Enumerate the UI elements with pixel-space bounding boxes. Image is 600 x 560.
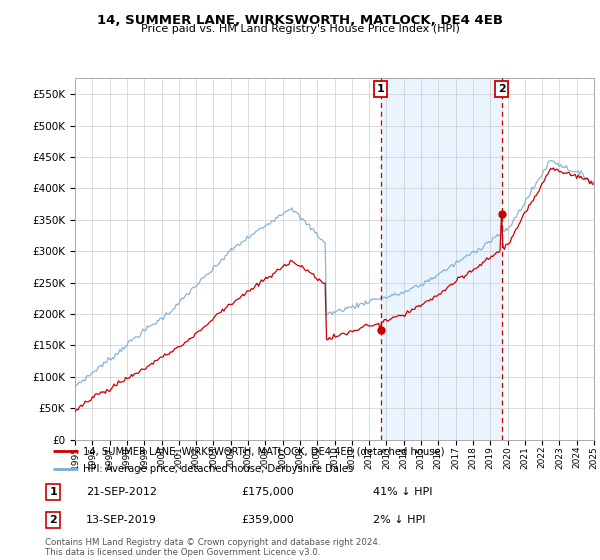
Text: Contains HM Land Registry data © Crown copyright and database right 2024.
This d: Contains HM Land Registry data © Crown c… — [45, 538, 380, 557]
Text: 1: 1 — [377, 84, 385, 94]
Text: 2: 2 — [498, 84, 506, 94]
Text: 14, SUMMER LANE, WIRKSWORTH, MATLOCK, DE4 4EB (detached house): 14, SUMMER LANE, WIRKSWORTH, MATLOCK, DE… — [83, 446, 445, 456]
Text: £175,000: £175,000 — [242, 487, 295, 497]
Text: 1: 1 — [49, 487, 57, 497]
Text: 21-SEP-2012: 21-SEP-2012 — [86, 487, 157, 497]
Text: £359,000: £359,000 — [242, 515, 295, 525]
Text: Price paid vs. HM Land Registry's House Price Index (HPI): Price paid vs. HM Land Registry's House … — [140, 24, 460, 34]
Text: 41% ↓ HPI: 41% ↓ HPI — [373, 487, 432, 497]
Text: 2: 2 — [49, 515, 57, 525]
Bar — [380, 78, 502, 440]
Text: HPI: Average price, detached house, Derbyshire Dales: HPI: Average price, detached house, Derb… — [83, 464, 353, 474]
Text: 2% ↓ HPI: 2% ↓ HPI — [373, 515, 425, 525]
Text: 14, SUMMER LANE, WIRKSWORTH, MATLOCK, DE4 4EB: 14, SUMMER LANE, WIRKSWORTH, MATLOCK, DE… — [97, 14, 503, 27]
Text: 13-SEP-2019: 13-SEP-2019 — [86, 515, 157, 525]
